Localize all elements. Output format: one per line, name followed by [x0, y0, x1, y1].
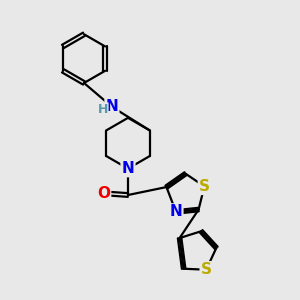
Text: N: N [169, 204, 182, 219]
Text: H: H [98, 103, 108, 116]
Text: N: N [122, 161, 134, 176]
Text: S: S [199, 179, 210, 194]
Text: O: O [97, 186, 110, 201]
Text: N: N [106, 99, 118, 114]
Text: S: S [201, 262, 212, 277]
